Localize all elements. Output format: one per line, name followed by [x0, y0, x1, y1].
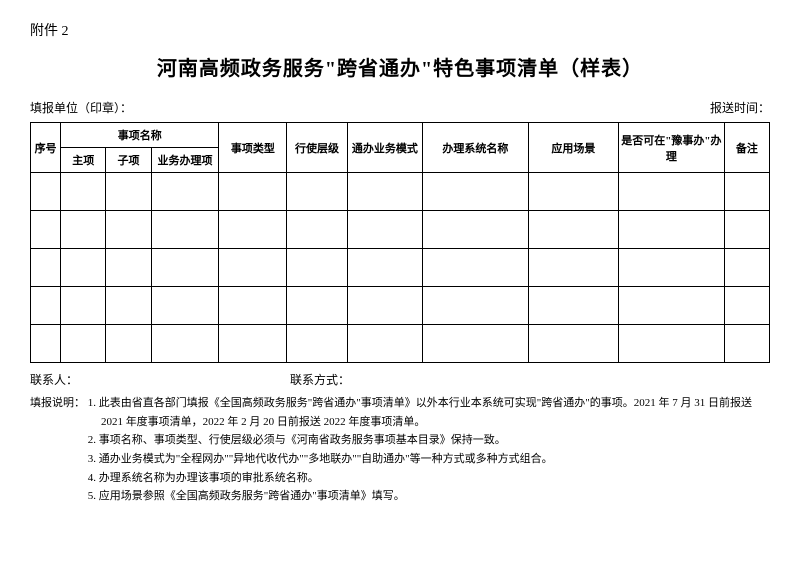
main-table: 序号 事项名称 事项类型 行使层级 通办业务模式 办理系统名称 应用场景 是否可…: [30, 122, 770, 363]
col-sub-item: 子项: [106, 148, 151, 173]
contact-method-label: 联系方式：: [290, 371, 350, 388]
contact-person-label: 联系人：: [30, 371, 290, 388]
contact-row: 联系人： 联系方式：: [30, 371, 770, 388]
page-title: 河南高频政务服务"跨省通办"特色事项清单（样表）: [30, 52, 770, 81]
col-main-item: 主项: [61, 148, 106, 173]
note-item: 5. 应用场景参照《全国高频政务服务"跨省通办"事项清单》填写。: [88, 487, 758, 506]
note-item: 3. 通办业务模式为"全程网办""异地代收代办""多地联办""自助通办"等一种方…: [88, 450, 758, 469]
note-item: 2. 事项名称、事项类型、行使层级必须与《河南省政务服务事项基本目录》保持一致。: [88, 431, 758, 450]
col-exercise-level: 行使层级: [287, 123, 347, 173]
col-item-type: 事项类型: [219, 123, 287, 173]
col-scenario: 应用场景: [528, 123, 618, 173]
table-row: [31, 287, 770, 325]
report-time-label: 报送时间：: [710, 99, 770, 116]
table-header-row1: 序号 事项名称 事项类型 行使层级 通办业务模式 办理系统名称 应用场景 是否可…: [31, 123, 770, 148]
table-row: [31, 249, 770, 287]
filing-unit-label: 填报单位（印章）：: [30, 99, 132, 116]
col-item-name: 事项名称: [61, 123, 219, 148]
notes-section: 填报说明： 1. 此表由省直各部门填报《全国高频政务服务"跨省通办"事项清单》以…: [30, 394, 770, 506]
table-row: [31, 173, 770, 211]
notes-label: 填报说明：: [30, 394, 85, 413]
table-body: [31, 173, 770, 363]
table-row: [31, 211, 770, 249]
col-service-mode: 通办业务模式: [347, 123, 422, 173]
notes-list: 1. 此表由省直各部门填报《全国高频政务服务"跨省通办"事项清单》以外本行业本系…: [88, 394, 758, 506]
col-seq: 序号: [31, 123, 61, 173]
col-yushiban: 是否可在"豫事办"办理: [619, 123, 725, 173]
col-business-item: 业务办理项: [151, 148, 219, 173]
note-item: 4. 办理系统名称为办理该事项的审批系统名称。: [88, 469, 758, 488]
attachment-label: 附件 2: [30, 20, 770, 40]
table-row: [31, 325, 770, 363]
col-remark: 备注: [724, 123, 769, 173]
col-system-name: 办理系统名称: [423, 123, 529, 173]
header-row: 填报单位（印章）： 报送时间：: [30, 99, 770, 116]
note-item: 1. 此表由省直各部门填报《全国高频政务服务"跨省通办"事项清单》以外本行业本系…: [88, 394, 758, 431]
